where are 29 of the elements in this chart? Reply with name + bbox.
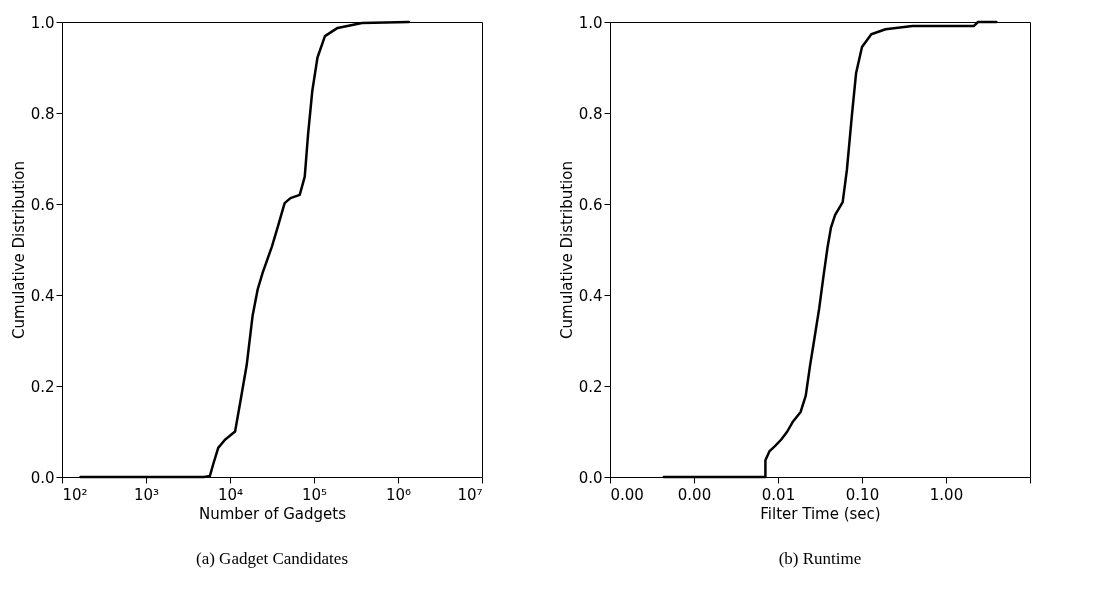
x-tick-label: 10⁴: [217, 485, 244, 504]
x-tick-label: 0.01: [761, 485, 796, 504]
y-tick-label: 0.8: [30, 104, 55, 123]
y-tick-label: 0.2: [578, 377, 603, 396]
x-tick-label: 10³: [133, 485, 160, 504]
y-tick-label: 0.6: [578, 195, 603, 214]
y-tick-label: 0.4: [578, 286, 603, 305]
x-axis-title: Number of Gadgets: [198, 504, 347, 523]
text: (b) Runtime: [778, 549, 862, 568]
x-tick-label: 10⁷: [457, 485, 483, 504]
y-tick-label: 0.0: [578, 468, 603, 487]
x-tick-label: 10²: [62, 485, 88, 504]
y-tick-label: 0.2: [30, 377, 55, 396]
x-tick-label: 10⁶: [385, 485, 412, 504]
x-tick-label: 0.00: [677, 485, 712, 504]
x-axis-title: Filter Time (sec): [760, 504, 881, 523]
y-tick-label: 0.6: [30, 195, 55, 214]
y-tick-label: 1.0: [578, 13, 603, 32]
x-tick-label: 0.10: [845, 485, 880, 504]
x-tick-label: 10⁵: [301, 485, 328, 504]
y-tick-label: 0.8: [578, 104, 603, 123]
text: (a) Gadget Candidates: [196, 549, 348, 568]
y-tick-label: 0.4: [30, 286, 55, 305]
y-axis-title: Cumulative Distribution: [557, 161, 576, 339]
y-tick-label: 0.0: [30, 468, 55, 487]
y-tick-label: 1.0: [30, 13, 55, 32]
x-tick-label: 1.00: [929, 485, 964, 504]
x-tick-label: 0.00: [610, 485, 644, 504]
y-axis-title: Cumulative Distribution: [9, 161, 28, 339]
